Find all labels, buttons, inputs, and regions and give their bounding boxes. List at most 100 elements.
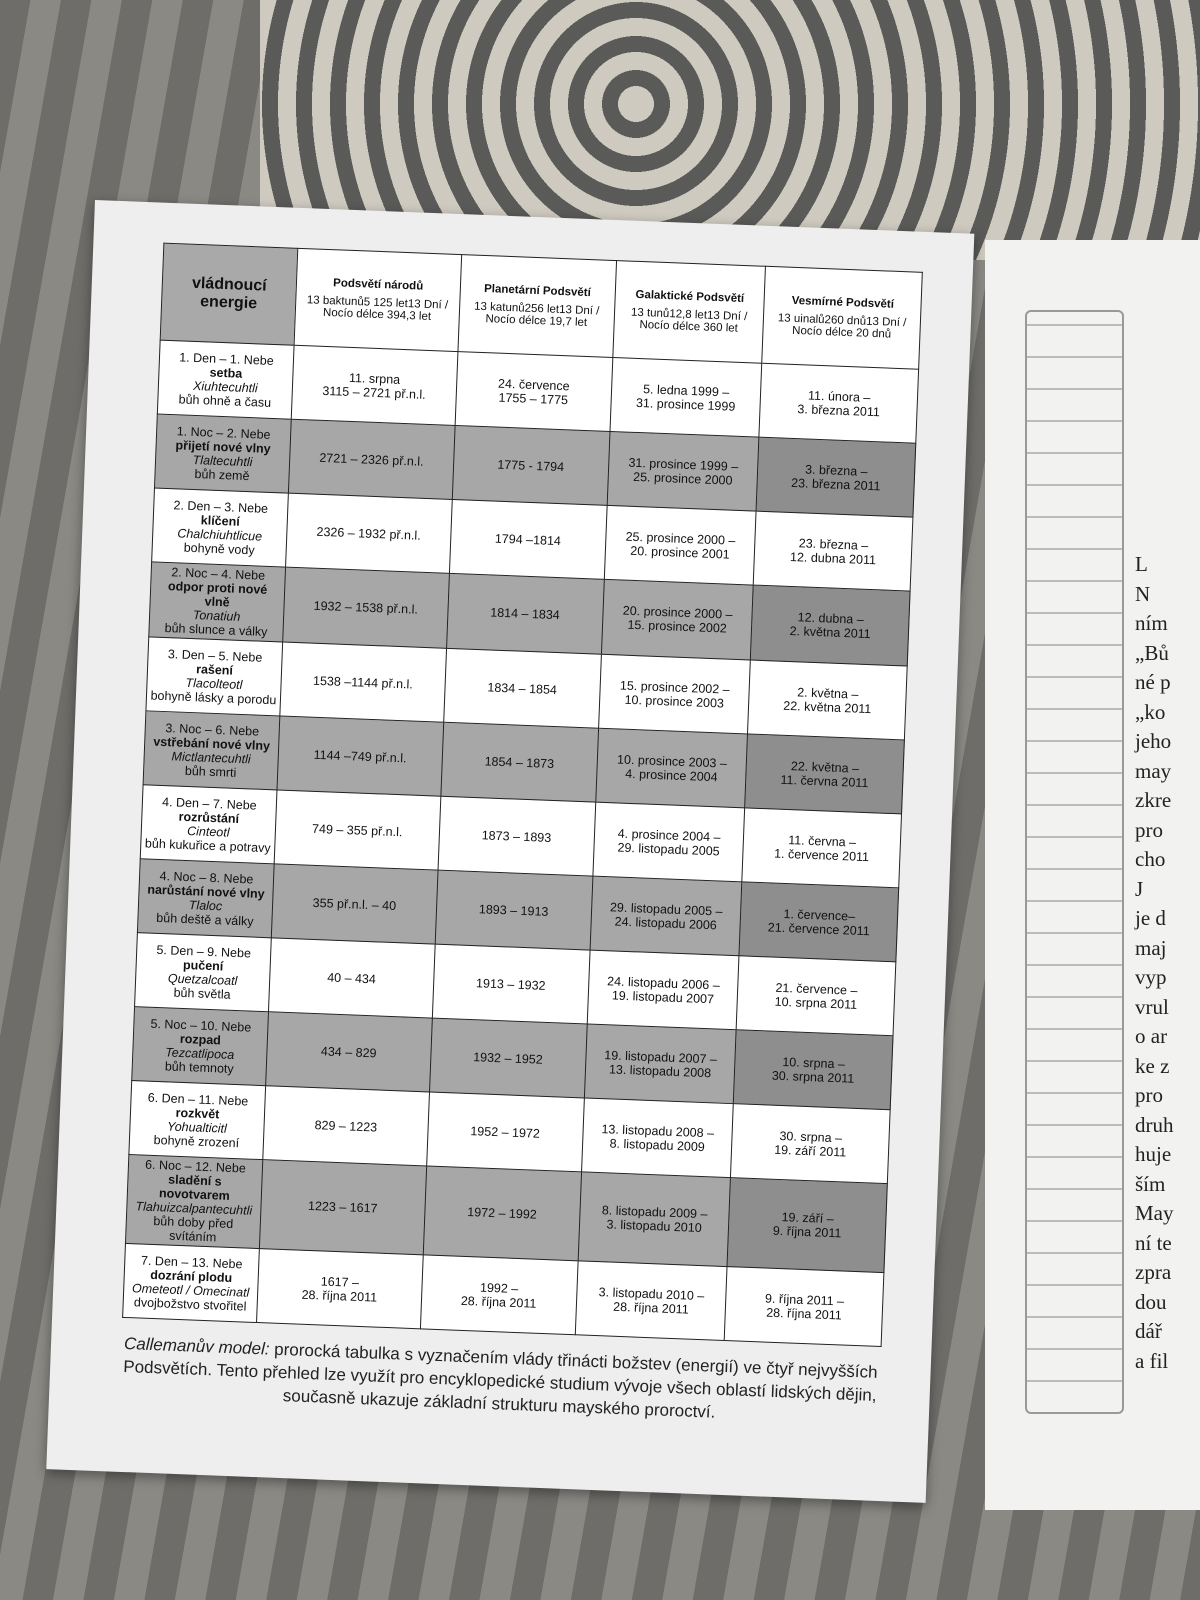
text-fragment: dou bbox=[1135, 1289, 1167, 1314]
text-fragment: ní te bbox=[1135, 1230, 1172, 1255]
period-line: 1834 – 1854 bbox=[487, 679, 558, 697]
text-fragment: may bbox=[1135, 758, 1172, 783]
period-cell: 15. prosince 2002 –10. prosince 2003 bbox=[598, 654, 751, 734]
column-title: Vesmírné Podsvětí bbox=[791, 294, 895, 311]
period-cell: 1932 – 1952 bbox=[429, 1018, 587, 1098]
text-fragment: pro bbox=[1135, 1083, 1163, 1107]
text-fragment: pro bbox=[1135, 817, 1163, 842]
energy-cell: 3. Den – 5. Nebe rašení Tlacolteotl bohyně … bbox=[145, 636, 283, 716]
period-cell: 22. května –11. června 2011 bbox=[745, 733, 905, 814]
period-cell: 1617 –28. října 2011 bbox=[256, 1248, 423, 1329]
period-cell: 1834 – 1854 bbox=[443, 648, 602, 729]
book-page: vládnoucí energie Podsvětí národů 13 baktu… bbox=[46, 200, 975, 1503]
period-cell: 11. června –1. července 2011 bbox=[742, 807, 902, 888]
period-cell: 10. srpna –30. srpna 2011 bbox=[733, 1029, 894, 1110]
period-line: 1814 – 1834 bbox=[490, 605, 561, 623]
text-fragment: je d bbox=[1135, 906, 1166, 930]
period-line: 2326 – 1932 př.n.l. bbox=[316, 524, 421, 543]
text-fragment: zpra bbox=[1135, 1260, 1172, 1284]
period-line: 355 př.n.l. – 40 bbox=[312, 895, 397, 913]
period-line: 1893 – 1913 bbox=[478, 901, 549, 919]
text-fragment: huje bbox=[1135, 1142, 1172, 1166]
period-line: 1913 – 1932 bbox=[475, 975, 546, 993]
period-cell: 355 př.n.l. – 40 bbox=[271, 863, 438, 945]
period-cell: 1. července– 21. července 2011 bbox=[739, 881, 899, 962]
text-fragment: „ko bbox=[1135, 699, 1166, 724]
period-line: 1972 – 1992 bbox=[467, 1205, 538, 1222]
period-cell: 1814 – 1834 bbox=[446, 573, 605, 655]
period-cell: 23. března –12. dubna 2011 bbox=[753, 511, 913, 592]
period-cell: 21. července –10. srpna 2011 bbox=[736, 955, 896, 1036]
corner-header: vládnoucí energie bbox=[160, 243, 298, 346]
period-cell: 30. srpna –19. září 2011 bbox=[730, 1103, 891, 1184]
period-cell: 24. července 1755 – 1775 bbox=[454, 351, 613, 432]
period-line: 749 – 355 př.n.l. bbox=[311, 821, 403, 839]
period-line: 2721 – 2326 př.n.l. bbox=[319, 450, 424, 469]
period-cell: 40 – 434 bbox=[268, 937, 435, 1019]
column-header: Planetární Podsvětí 13 katunů256 let13 Dn… bbox=[457, 254, 617, 358]
period-line: 1775 - 1794 bbox=[497, 457, 565, 474]
text-fragment: „Bů bbox=[1135, 640, 1169, 665]
energy-cell: 7. Den – 13. Nebe dozrání plodu Ometeotl /… bbox=[122, 1243, 260, 1323]
period-cell: 9. října 2011 –28. října 2011 bbox=[724, 1266, 884, 1347]
period-cell: 1952 – 1972 bbox=[426, 1091, 585, 1172]
period-cell: 1775 - 1794 bbox=[451, 425, 610, 506]
period-cell: 1873 – 1893 bbox=[437, 796, 596, 877]
energy-cell: 1. Noc – 2. Nebe přijetí nové vlny Tlaltec… bbox=[154, 414, 292, 494]
period-line: 1952 – 1972 bbox=[470, 1123, 541, 1141]
glyph-column bbox=[1025, 310, 1124, 1414]
period-line: 434 – 829 bbox=[320, 1043, 377, 1060]
period-cell: 434 – 829 bbox=[265, 1011, 432, 1092]
column-title: Planetární Podsvětí bbox=[483, 283, 592, 300]
column-title: Podsvětí národů bbox=[332, 277, 424, 293]
period-line: 1223 – 1617 bbox=[307, 1198, 378, 1216]
column-detail: 13 katunů bbox=[473, 300, 525, 315]
energy-line: bůh doby před svítáním bbox=[153, 1213, 234, 1245]
text-fragment: ním bbox=[1135, 611, 1168, 635]
period-cell: 13. listopadu 2008 –8. listopadu 2009 bbox=[581, 1097, 734, 1178]
text-fragment: maj bbox=[1135, 935, 1167, 960]
period-line: 1932 – 1538 př.n.l. bbox=[313, 598, 419, 617]
energy-cell: 3. Noc – 6. Nebe vstřebání nové vlny Mictl… bbox=[143, 710, 280, 790]
text-fragment: a fil bbox=[1135, 1348, 1169, 1373]
period-cell: 1144 –749 př.n.l. bbox=[276, 715, 444, 797]
column-detail: o délce 360 let bbox=[662, 319, 739, 335]
period-line: 40 – 434 bbox=[326, 969, 377, 986]
text-fragment: May bbox=[1135, 1201, 1174, 1225]
column-detail: o délce 394,3 let bbox=[346, 307, 432, 323]
period-line: 1538 –1144 př.n.l. bbox=[312, 673, 414, 692]
period-cell: 2326 – 1932 př.n.l. bbox=[285, 493, 452, 574]
period-cell: 1913 – 1932 bbox=[431, 944, 590, 1024]
text-fragment: L bbox=[1135, 552, 1148, 576]
energy-cell: 4. Den – 7. Nebe rozrůstání Cinteotl bůh ku… bbox=[140, 784, 277, 864]
energy-cell: 5. Den – 9. Nebe pučení Quetzalcoatl bůh sv… bbox=[134, 932, 272, 1012]
period-cell: 19. září –9. října 2011 bbox=[727, 1177, 888, 1273]
column-header: Galaktické Podsvětí 13 tunů12,8 let13 Dní… bbox=[612, 260, 766, 364]
text-fragment: vyp bbox=[1135, 965, 1167, 989]
period-cell: 1972 – 1992 bbox=[422, 1165, 582, 1261]
text-fragment: zkre bbox=[1135, 788, 1172, 812]
text-fragment: J bbox=[1135, 876, 1144, 901]
text-fragment: dář bbox=[1135, 1319, 1162, 1343]
column-detail: 13 baktunů bbox=[306, 294, 364, 309]
column-title: Galaktické Podsvětí bbox=[635, 288, 745, 305]
period-cell: 829 – 1223 bbox=[262, 1085, 430, 1166]
period-cell: 1538 –1144 př.n.l. bbox=[279, 642, 447, 723]
text-fragment: o ar bbox=[1135, 1024, 1168, 1048]
column-header: Podsvětí národů 13 baktunů5 125 let13 Dní… bbox=[294, 248, 462, 352]
period-cell: 4. prosince 2004 –29. listopadu 2005 bbox=[592, 802, 746, 882]
energy-cell: 6. Den – 11. Nebe rozkvět Yohualticitl bohy… bbox=[128, 1080, 266, 1160]
text-fragment: druh bbox=[1135, 1112, 1174, 1137]
energy-cell: 2. Noc – 4. Nebe odpor proti nové vlně Ton… bbox=[148, 561, 286, 643]
period-cell: 11. srpna 3115 – 2721 př.n.l. bbox=[291, 345, 458, 426]
period-cell: 11. února –3. března 2011 bbox=[759, 363, 919, 444]
period-cell: 1992 –28. října 2011 bbox=[419, 1254, 578, 1335]
period-line: 1144 –749 př.n.l. bbox=[313, 747, 407, 765]
text-fragment: jeho bbox=[1135, 729, 1172, 753]
text-fragment: ke z bbox=[1135, 1053, 1170, 1078]
text-fragment: N bbox=[1135, 581, 1151, 606]
period-cell: 19. listopadu 2007 –13. listopadu 2008 bbox=[584, 1023, 737, 1104]
period-line: 829 – 1223 bbox=[314, 1117, 378, 1135]
column-header: Vesmírné Podsvětí 13 uinalů260 dnů13 Dní … bbox=[762, 266, 923, 370]
